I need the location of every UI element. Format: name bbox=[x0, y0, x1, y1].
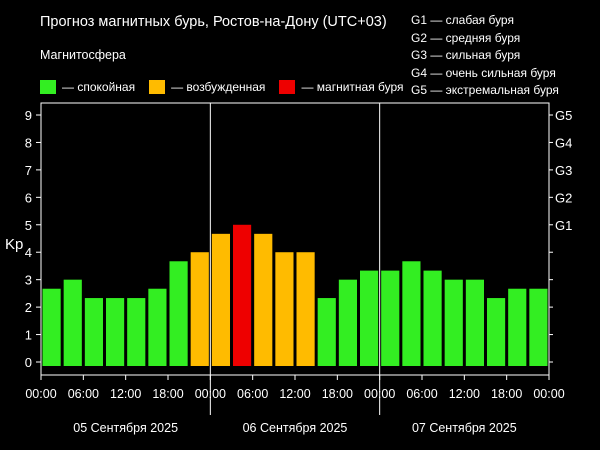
x-tick-label: 06:00 bbox=[68, 387, 99, 401]
bar bbox=[402, 261, 421, 366]
bar bbox=[423, 270, 442, 366]
y-tick-label: 6 bbox=[25, 190, 32, 205]
g-scale-label: G1 bbox=[555, 218, 572, 233]
x-tick-label: 06:00 bbox=[406, 387, 437, 401]
date-label: 05 Сентября 2025 bbox=[73, 421, 178, 435]
bar bbox=[465, 279, 484, 366]
bar bbox=[42, 288, 61, 366]
bar bbox=[360, 270, 379, 366]
x-tick-label: 00:00 bbox=[364, 387, 395, 401]
bar bbox=[106, 298, 125, 366]
legend-swatch-calm bbox=[40, 80, 56, 94]
y-axis-label: Kp bbox=[5, 236, 23, 253]
y-tick-label: 7 bbox=[25, 163, 32, 178]
legend-item-excited: — возбужденная bbox=[149, 80, 265, 94]
bar bbox=[338, 279, 357, 366]
bar bbox=[275, 252, 294, 366]
bar bbox=[381, 270, 400, 366]
chart-subtitle: Магнитосфера bbox=[40, 48, 126, 62]
y-tick-label: 1 bbox=[25, 328, 32, 343]
bar bbox=[148, 288, 167, 366]
bar bbox=[169, 261, 188, 366]
bar bbox=[487, 298, 506, 366]
g-legend-item-g1: G1 — слабая буря bbox=[411, 13, 514, 27]
y-tick-label: 4 bbox=[25, 245, 32, 260]
bar bbox=[444, 279, 463, 366]
x-tick-label: 00:00 bbox=[533, 387, 564, 401]
bar bbox=[84, 298, 103, 366]
x-tick-label: 18:00 bbox=[152, 387, 183, 401]
x-tick-label: 12:00 bbox=[279, 387, 310, 401]
bar bbox=[254, 233, 273, 366]
x-tick-label: 12:00 bbox=[110, 387, 141, 401]
g-legend-item-g3: G3 — сильная буря bbox=[411, 48, 521, 63]
y-tick-label: 8 bbox=[25, 135, 32, 150]
legend-label-storm: — магнитная буря bbox=[301, 80, 404, 94]
bar bbox=[211, 233, 230, 366]
bar bbox=[529, 288, 548, 366]
x-tick-label: 18:00 bbox=[322, 387, 353, 401]
bar bbox=[127, 298, 146, 366]
status-legend: — спокойная — возбужденная — магнитная б… bbox=[40, 80, 418, 94]
g-scale-label: G4 bbox=[555, 135, 572, 150]
legend-swatch-storm bbox=[279, 80, 296, 94]
x-tick-label: 18:00 bbox=[491, 387, 522, 401]
x-tick-label: 12:00 bbox=[449, 387, 480, 401]
g-legend-item-g4: G4 — очень сильная буря bbox=[411, 65, 556, 80]
bar bbox=[190, 252, 209, 366]
g-scale-label: G3 bbox=[555, 163, 572, 178]
y-tick-label: 0 bbox=[25, 355, 32, 370]
x-tick-label: 00:00 bbox=[25, 387, 56, 401]
g-legend-item-g5: G5 — экстремальная буря bbox=[411, 83, 559, 98]
legend-label-calm: — спокойная bbox=[62, 80, 136, 94]
legend-item-storm: — магнитная буря bbox=[279, 80, 404, 94]
bar bbox=[296, 252, 315, 366]
legend-swatch-excited bbox=[149, 80, 166, 94]
bar bbox=[63, 279, 82, 366]
date-label: 06 Сентября 2025 bbox=[243, 421, 348, 435]
chart-title: Прогноз магнитных бурь, Ростов-на-Дону (… bbox=[40, 14, 387, 30]
date-label: 07 Сентября 2025 bbox=[412, 421, 517, 435]
y-tick-label: 2 bbox=[25, 300, 32, 315]
g-scale-label: G2 bbox=[555, 190, 572, 205]
y-tick-label: 5 bbox=[25, 218, 32, 233]
legend-item-calm: — спокойная bbox=[40, 80, 135, 94]
y-tick-label: 9 bbox=[25, 108, 32, 123]
y-tick-label: 3 bbox=[25, 273, 32, 288]
x-tick-label: 00:00 bbox=[195, 387, 226, 401]
g-scale-label: G5 bbox=[555, 108, 572, 123]
legend-label-excited: — возбужденная bbox=[171, 80, 266, 94]
bar bbox=[233, 224, 252, 366]
g-scale-legend: G1 — слабая буря G2 — средняя буря G3 — … bbox=[411, 12, 559, 100]
x-tick-label: 06:00 bbox=[237, 387, 268, 401]
bar bbox=[317, 298, 336, 366]
bar bbox=[508, 288, 527, 366]
g-legend-item-g2: G2 — средняя буря bbox=[411, 30, 521, 45]
